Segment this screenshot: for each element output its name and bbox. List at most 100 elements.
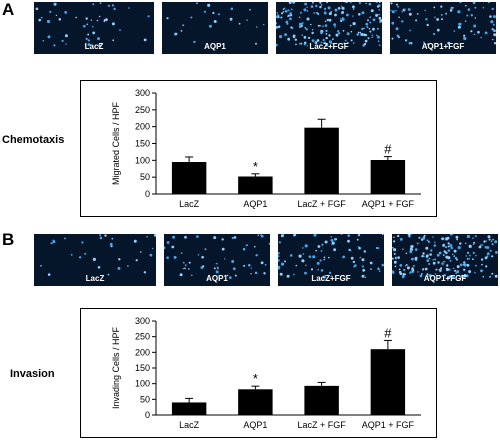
cell-dot xyxy=(277,25,281,29)
cell-dot xyxy=(422,237,426,240)
cell-dot xyxy=(289,17,292,21)
cell-dot xyxy=(490,20,494,24)
cell-dot xyxy=(462,276,465,279)
cell-dot xyxy=(341,11,345,14)
cell-dots xyxy=(166,2,265,45)
cell-dot xyxy=(328,18,332,22)
cell-dot xyxy=(480,258,484,261)
cell-dot xyxy=(436,253,440,257)
cell-dot xyxy=(310,23,312,26)
cell-dot xyxy=(335,33,339,37)
cell-dot xyxy=(358,13,361,16)
cell-dot xyxy=(276,22,278,25)
cell-dot xyxy=(317,245,321,248)
cell-dot xyxy=(452,267,455,270)
cell-dot xyxy=(319,2,322,4)
cell-dot xyxy=(323,258,325,261)
cell-dot xyxy=(113,7,116,11)
micrograph-b-2: LacZ+FGF xyxy=(278,234,384,286)
cell-dot xyxy=(330,236,332,238)
cell-dot xyxy=(180,30,183,32)
cell-dot xyxy=(78,256,82,259)
y-tick-label: 50 xyxy=(140,172,150,182)
y-tick-label: 250 xyxy=(135,332,150,342)
cell-dot xyxy=(375,13,379,17)
cell-dot xyxy=(392,257,394,260)
cell-dot xyxy=(367,19,369,22)
cell-dot xyxy=(87,43,91,47)
cell-dot xyxy=(243,264,246,267)
cell-dot xyxy=(284,260,286,263)
cell-dot xyxy=(434,258,437,261)
cell-dot xyxy=(164,246,166,250)
cell-dot xyxy=(331,241,335,245)
cell-dot xyxy=(357,246,360,248)
cell-dot xyxy=(282,11,285,13)
cell-dot xyxy=(487,2,491,4)
cell-dot xyxy=(432,261,436,265)
cell-dot xyxy=(256,26,258,28)
cell-dot xyxy=(323,11,326,14)
y-tick-label: 250 xyxy=(135,105,150,115)
cell-dot xyxy=(190,16,193,19)
cell-dot xyxy=(472,251,475,254)
cell-dot xyxy=(356,33,360,36)
y-axis-label: Invading Cells / HPF xyxy=(111,326,121,409)
cell-dot xyxy=(90,19,93,21)
cell-dot xyxy=(357,234,361,237)
micrograph-label: LacZ xyxy=(84,42,104,51)
cell-dot xyxy=(109,242,113,246)
cell-dot xyxy=(379,19,382,23)
cell-dot xyxy=(173,255,177,259)
cell-dot xyxy=(188,268,190,270)
cell-dot xyxy=(483,240,486,243)
cell-dot xyxy=(363,27,365,30)
cell-dot xyxy=(323,256,326,259)
cell-dot xyxy=(330,275,333,277)
cell-dot xyxy=(492,23,495,26)
cell-dot xyxy=(446,236,450,240)
cell-dot xyxy=(305,28,308,31)
cell-dot xyxy=(393,252,396,255)
y-tick-label: 150 xyxy=(135,363,150,373)
cell-dot xyxy=(208,24,212,28)
cell-dot xyxy=(371,34,374,36)
cell-dot xyxy=(166,17,169,20)
cell-dot xyxy=(366,26,369,29)
cell-dot xyxy=(432,236,434,238)
cell-dot xyxy=(395,27,399,31)
cell-dot xyxy=(221,238,224,241)
cell-dot xyxy=(215,270,219,274)
cell-dot xyxy=(263,23,265,26)
cell-dot xyxy=(426,273,429,276)
cell-dot xyxy=(216,266,219,269)
cell-dot xyxy=(414,248,418,251)
cell-dot xyxy=(472,237,474,239)
cell-dot xyxy=(320,4,323,6)
y-tick-label: 50 xyxy=(140,394,150,404)
cell-dot xyxy=(221,247,225,251)
cell-dot xyxy=(346,42,349,44)
cell-dot xyxy=(407,8,411,11)
cell-dot xyxy=(85,37,88,41)
cell-dot xyxy=(489,15,492,18)
cell-dot xyxy=(276,12,279,14)
cell-dot xyxy=(352,22,356,26)
micrograph-b-3: AQP1+FGF xyxy=(392,234,498,286)
x-tick-label: LacZ + FGF xyxy=(297,420,346,430)
cell-dot xyxy=(215,262,218,265)
micrograph-label: AQP1+FGF xyxy=(421,42,465,51)
cell-dot xyxy=(421,255,424,258)
cell-dot xyxy=(92,257,96,261)
cell-dot xyxy=(457,25,461,29)
cell-dot xyxy=(485,265,488,268)
cell-dot xyxy=(282,8,285,10)
cell-dot xyxy=(175,32,178,36)
y-tick-label: 200 xyxy=(135,347,150,357)
cell-dot xyxy=(487,235,491,239)
micrograph-b-1: AQP1 xyxy=(164,234,270,286)
micrograph-a-3: AQP1+FGF xyxy=(390,2,496,54)
cell-dot xyxy=(337,32,341,35)
cell-dot xyxy=(424,9,426,12)
cell-dot xyxy=(491,272,494,275)
